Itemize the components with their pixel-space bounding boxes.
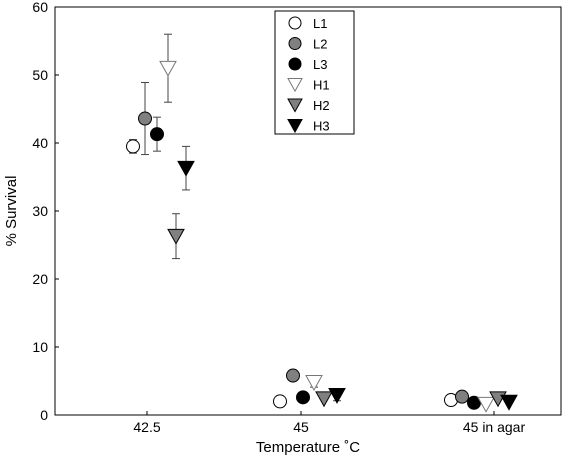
x-axis-ticks: 42.5 45 45 in agar (133, 411, 525, 435)
point-l1-0 (126, 139, 140, 154)
x-tick-label-2: 45 in agar (463, 419, 526, 435)
point-h3-0 (177, 160, 195, 177)
point-h2-0 (167, 228, 185, 245)
point-l3-1 (296, 390, 310, 405)
point-h1-1 (305, 375, 323, 391)
legend: L1 L2 L3 H1 H2 H3 (274, 10, 355, 135)
legend-marker-l3 (288, 57, 302, 71)
data-points (126, 60, 518, 413)
legend-marker-l2 (288, 37, 302, 50)
point-h2-1 (315, 391, 333, 408)
legend-marker-h3 (287, 119, 303, 134)
point-h1-0 (159, 60, 177, 77)
y-tick-label-20: 20 (32, 271, 48, 287)
y-axis-title: % Survival (3, 176, 20, 247)
point-h1-2 (477, 396, 495, 413)
legend-marker-h2 (287, 98, 303, 113)
point-h3-1 (328, 387, 346, 404)
y-tick-label-30: 30 (32, 203, 48, 219)
y-tick-label-10: 10 (32, 339, 48, 355)
legend-box (274, 10, 355, 135)
legend-marker-l1 (288, 16, 302, 30)
legend-label-l1: L1 (313, 16, 327, 31)
y-tick-label-50: 50 (32, 67, 48, 83)
legend-label-l2: L2 (313, 37, 327, 52)
point-h3-2 (500, 394, 518, 411)
y-axis-ticks: 0 10 20 30 40 50 60 (32, 0, 59, 423)
point-l3-0 (150, 127, 164, 142)
legend-label-h2: H2 (313, 98, 330, 113)
y-tick-label-40: 40 (32, 135, 48, 151)
x-tick-label-0: 42.5 (133, 419, 160, 435)
legend-label-h3: H3 (313, 119, 330, 134)
legend-label-h1: H1 (313, 78, 330, 93)
legend-label-l3: L3 (313, 57, 327, 72)
legend-marker-h1 (287, 78, 303, 93)
point-l2-2 (455, 389, 469, 404)
x-axis-title: Temperature ˚C (256, 439, 360, 456)
y-tick-label-60: 60 (32, 0, 48, 15)
point-l2-0 (138, 111, 152, 126)
point-l2-1 (286, 368, 300, 383)
y-tick-label-0: 0 (40, 407, 48, 423)
x-tick-label-1: 45 (293, 419, 309, 435)
point-l1-1 (273, 394, 287, 409)
